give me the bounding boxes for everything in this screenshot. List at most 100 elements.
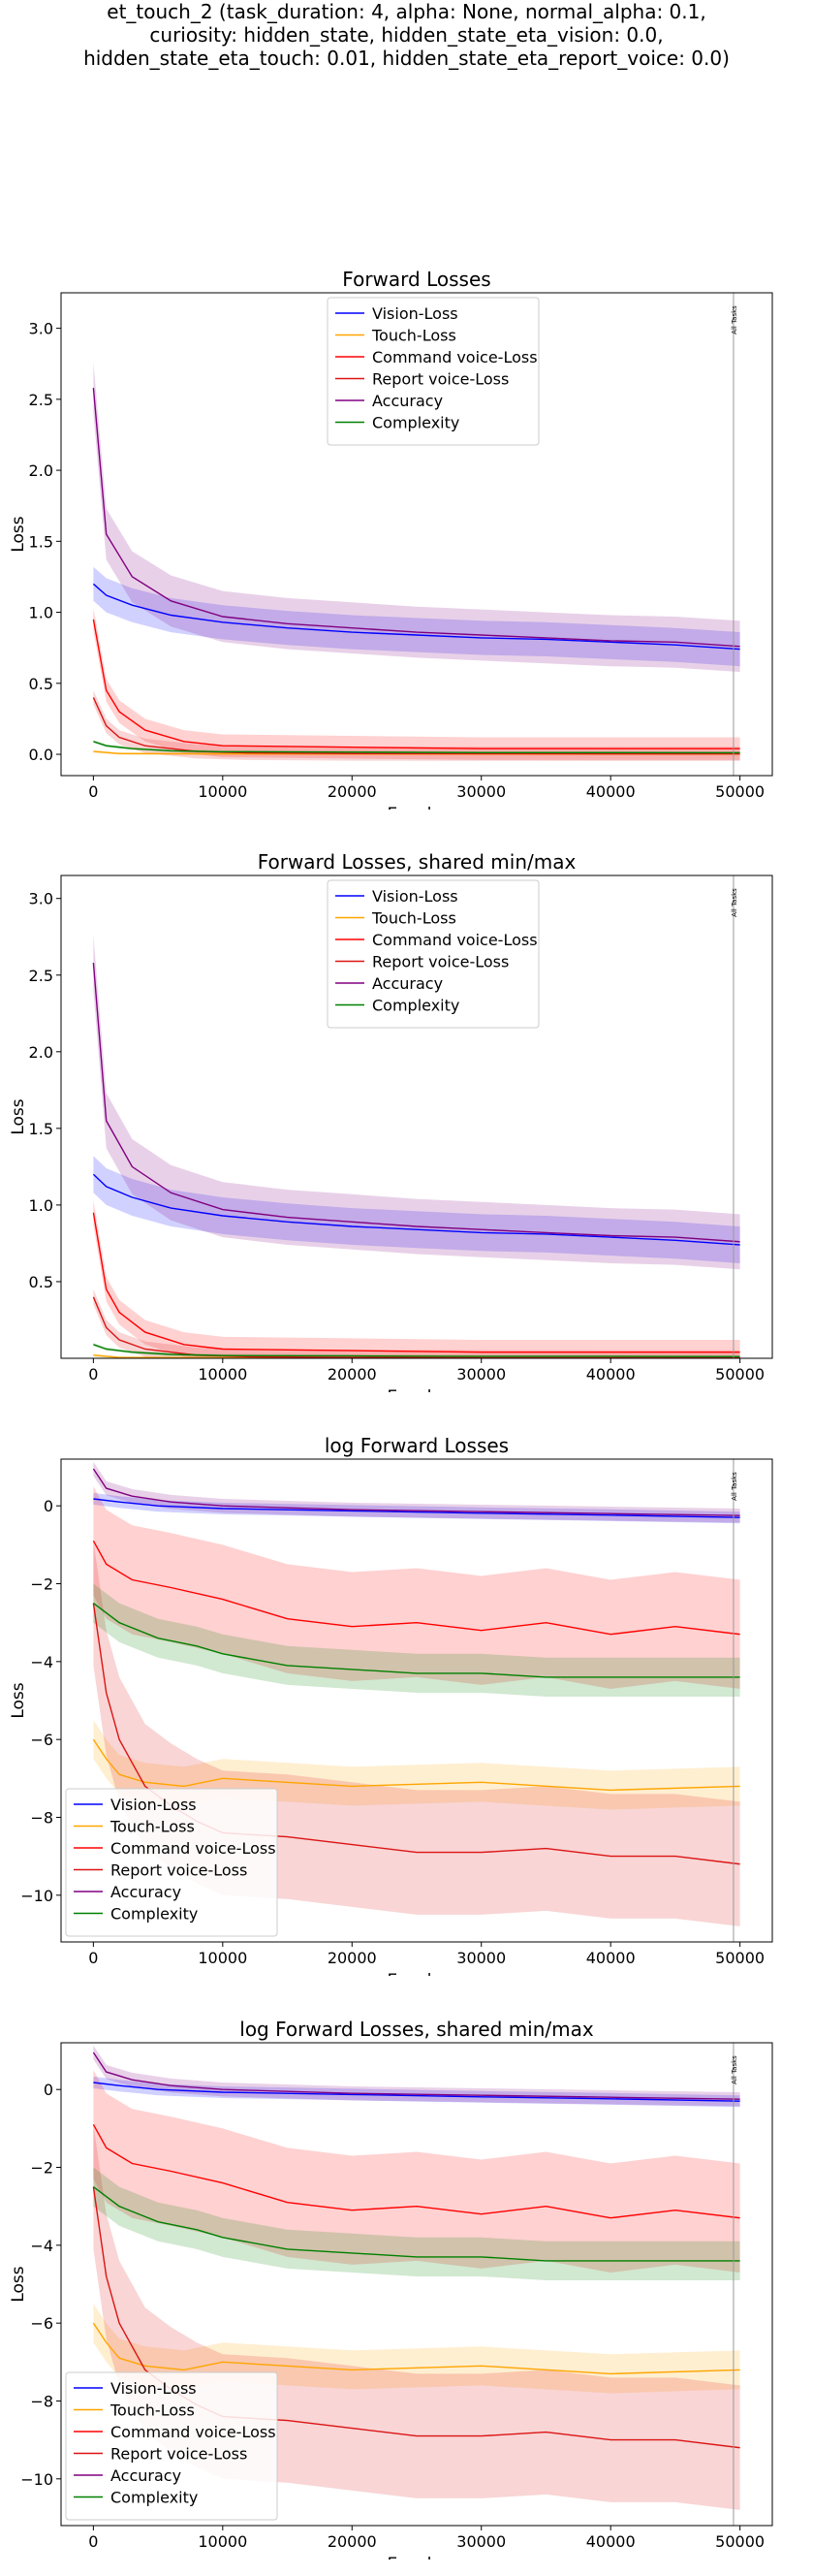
chart-title: Forward Losses — [342, 268, 490, 291]
legend-label-accuracy: Accuracy — [110, 2466, 181, 2485]
x-tick-label: 20000 — [328, 1949, 377, 1967]
x-tick-label: 20000 — [328, 782, 377, 801]
legend: Vision-Loss Touch-Loss Command voice-Loss R… — [327, 879, 540, 1029]
x-tick-label: 0 — [88, 2532, 98, 2551]
series-band-accuracy — [93, 935, 740, 1270]
legend-label-accuracy: Accuracy — [372, 974, 443, 993]
y-tick-label: −2 — [30, 2159, 53, 2178]
legend-label-touch: Touch-Loss — [371, 909, 456, 928]
legend-label-report: Report voice-Loss — [110, 2445, 247, 2464]
y-axis-label: Loss — [9, 1098, 28, 1134]
series-band-command — [93, 1200, 740, 1358]
series-line-complexity — [92, 1603, 740, 1678]
series-line-touch — [92, 2322, 740, 2375]
series-line-complexity — [93, 1344, 740, 1357]
series-line-vision — [93, 1498, 740, 1518]
y-tick-label: 0.5 — [29, 1273, 53, 1291]
log-forward-losses-chart: log Forward Losses All Tasks 0 10000 20000 30… — [9, 1434, 773, 1976]
series-band-complexity — [93, 1343, 740, 1358]
legend-label-touch: Touch-Loss — [109, 2401, 195, 2420]
plot-frame — [60, 875, 773, 1359]
legend-label-complexity: Complexity — [110, 1905, 198, 1924]
legend-label-complexity: Complexity — [372, 997, 459, 1015]
y-tick-label: 2.5 — [29, 967, 53, 985]
series-band-touch — [93, 2304, 740, 2394]
x-axis-label: Epochs — [388, 1971, 447, 1976]
task-vline-label: All Tasks — [731, 888, 738, 917]
suptitle-line: curiosity: hidden_state, hidden_state_et… — [149, 23, 664, 47]
y-tick-label: −10 — [20, 1887, 53, 1905]
y-tick-label: −8 — [30, 1808, 53, 1827]
y-tick-label: 0.5 — [29, 675, 53, 693]
series-band-vision — [93, 1156, 740, 1263]
series-line-complexity — [93, 741, 740, 754]
y-axis-label: Loss — [9, 516, 28, 552]
x-axis-label: Epochs — [388, 805, 447, 810]
suptitle-line: et_touch_2 (task_duration: 4, alpha: Non… — [107, 0, 706, 23]
legend-box — [327, 879, 540, 1029]
series-band-vision — [93, 566, 740, 667]
series-band-vision — [93, 1492, 740, 1524]
y-tick-label: −6 — [30, 1731, 53, 1749]
series-band-report — [93, 1288, 740, 1358]
x-tick-label: 0 — [88, 782, 98, 801]
x-tick-label: 50000 — [715, 782, 765, 801]
x-tick-label: 10000 — [198, 2532, 247, 2551]
series-line-touch — [92, 1738, 740, 1792]
forward-losses-chart: Forward Losses All Tasks 0 10000 20000 30000 4… — [9, 268, 773, 810]
y-tick-label: −8 — [30, 2392, 53, 2410]
y-tick-label: 2.0 — [29, 1043, 53, 1062]
y-tick-label: −2 — [30, 1575, 53, 1594]
y-tick-label: −6 — [30, 2314, 53, 2333]
x-tick-label: 50000 — [715, 2532, 765, 2551]
y-tick-label: 2.0 — [29, 461, 53, 480]
series-band-accuracy — [93, 362, 740, 673]
y-axis-label: Loss — [9, 2266, 28, 2302]
x-tick-label: 30000 — [456, 2532, 506, 2551]
legend-label-command: Command voice-Loss — [110, 2423, 276, 2441]
legend-label-command: Command voice-Loss — [110, 1839, 276, 1858]
series-band-complexity — [93, 1583, 740, 1697]
series-band-command — [93, 608, 740, 760]
legend-label-command: Command voice-Loss — [372, 931, 538, 949]
legend-label-report: Report voice-Loss — [110, 1861, 247, 1880]
legend: Vision-Loss Touch-Loss Command voice-Loss R… — [327, 297, 540, 446]
series-band-touch — [93, 1720, 740, 1810]
y-tick-label: 1.0 — [29, 1196, 53, 1215]
series-line-report — [92, 2186, 740, 2449]
series-line-complexity — [92, 2186, 740, 2262]
y-tick-label: −4 — [30, 1653, 53, 1671]
series-line-command — [92, 1540, 740, 1636]
y-tick-label: −4 — [30, 2237, 53, 2255]
legend-label-complexity: Complexity — [372, 414, 459, 432]
series-line-accuracy — [92, 1468, 740, 1516]
x-tick-label: 20000 — [328, 2532, 377, 2551]
x-tick-label: 50000 — [715, 1949, 765, 1967]
task-vline-label: All Tasks — [731, 305, 738, 334]
series-band-command — [93, 2070, 740, 2273]
task-vline-label: All Tasks — [731, 1472, 738, 1501]
chart-title: Forward Losses, shared min/max — [258, 850, 577, 874]
legend-label-report: Report voice-Loss — [372, 953, 509, 971]
x-tick-label: 40000 — [586, 1949, 636, 1967]
x-tick-label: 30000 — [456, 1949, 506, 1967]
legend-label-touch: Touch-Loss — [109, 1818, 195, 1836]
chart-title: log Forward Losses, shared min/max — [239, 2018, 594, 2041]
series-line-command — [92, 619, 740, 749]
y-tick-label: 3.0 — [29, 320, 53, 338]
chart-title: log Forward Losses — [325, 1434, 509, 1457]
x-tick-label: 30000 — [456, 782, 506, 801]
legend-box — [65, 1788, 278, 1937]
y-tick-label: 3.0 — [29, 890, 53, 908]
y-tick-label: 1.5 — [29, 1120, 53, 1138]
x-axis-label: Epochs — [388, 2555, 447, 2560]
y-tick-label: 0 — [44, 2081, 53, 2099]
log-forward-losses-shared-chart: log Forward Losses, shared min/max All Ta… — [9, 2018, 773, 2560]
x-tick-label: 20000 — [328, 1365, 377, 1383]
suptitle-line: hidden_state_eta_touch: 0.01, hidden_sta… — [83, 47, 730, 70]
figure-suptitle: et_touch_2 (task_duration: 4, alpha: Non… — [0, 0, 813, 70]
legend-label-accuracy: Accuracy — [372, 392, 443, 410]
y-tick-label: 1.5 — [29, 532, 53, 551]
legend-box — [65, 2371, 278, 2521]
plot-area — [92, 875, 740, 1358]
